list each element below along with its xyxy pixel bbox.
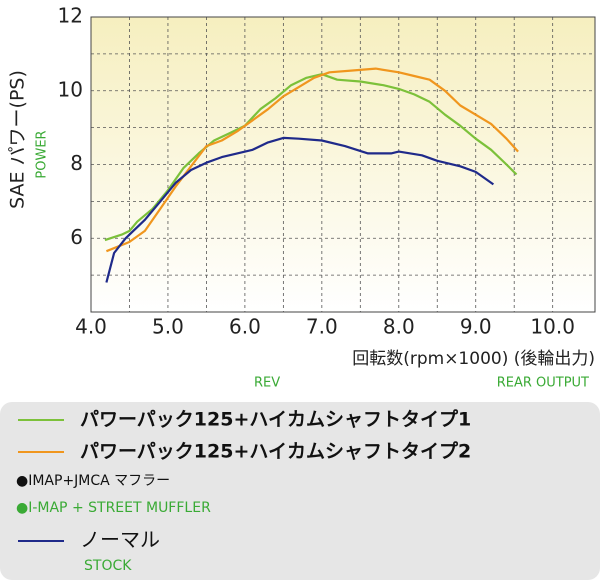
x-tick-label: 7.0	[306, 315, 338, 339]
legend-label: ノーマル	[80, 528, 160, 552]
series-line	[105, 136, 495, 283]
x-tick-label: 6.0	[229, 315, 261, 339]
y-axis-label-en: POWER	[35, 130, 50, 178]
legend-label-en: STOCK	[84, 558, 132, 574]
y-tick-label: 10	[58, 77, 83, 101]
x-tick-label: 4.0	[75, 315, 107, 339]
y-axis-label: SAE パワー(PS)	[7, 70, 29, 209]
x-axis-label-en: REV	[254, 376, 280, 391]
x-tick-label: 8.0	[383, 315, 415, 339]
x-axis-label: 回転数(rpm×1000) (後輪出力)	[352, 349, 595, 369]
legend-box	[0, 402, 600, 580]
y-tick-label: 8	[70, 151, 83, 175]
series-line	[104, 73, 518, 242]
x-tick-label: 5.0	[152, 315, 184, 339]
y-tick-label: 6	[70, 225, 83, 249]
y-tick-label: 12	[58, 4, 83, 28]
legend-note: ●IMAP+JMCA マフラー	[16, 473, 170, 489]
x-axis-label-en2: REAR OUTPUT	[497, 376, 589, 391]
legend-label: パワーパック125+ハイカムシャフトタイプ2	[80, 440, 471, 463]
series-line	[105, 67, 519, 253]
x-tick-label: 10.0	[530, 315, 575, 339]
x-tick-label: 9.0	[460, 315, 492, 339]
plot-frame	[90, 16, 596, 313]
legend-note: ●I-MAP + STREET MUFFLER	[16, 500, 211, 516]
legend-label: パワーパック125+ハイカムシャフトタイプ1	[80, 408, 471, 431]
